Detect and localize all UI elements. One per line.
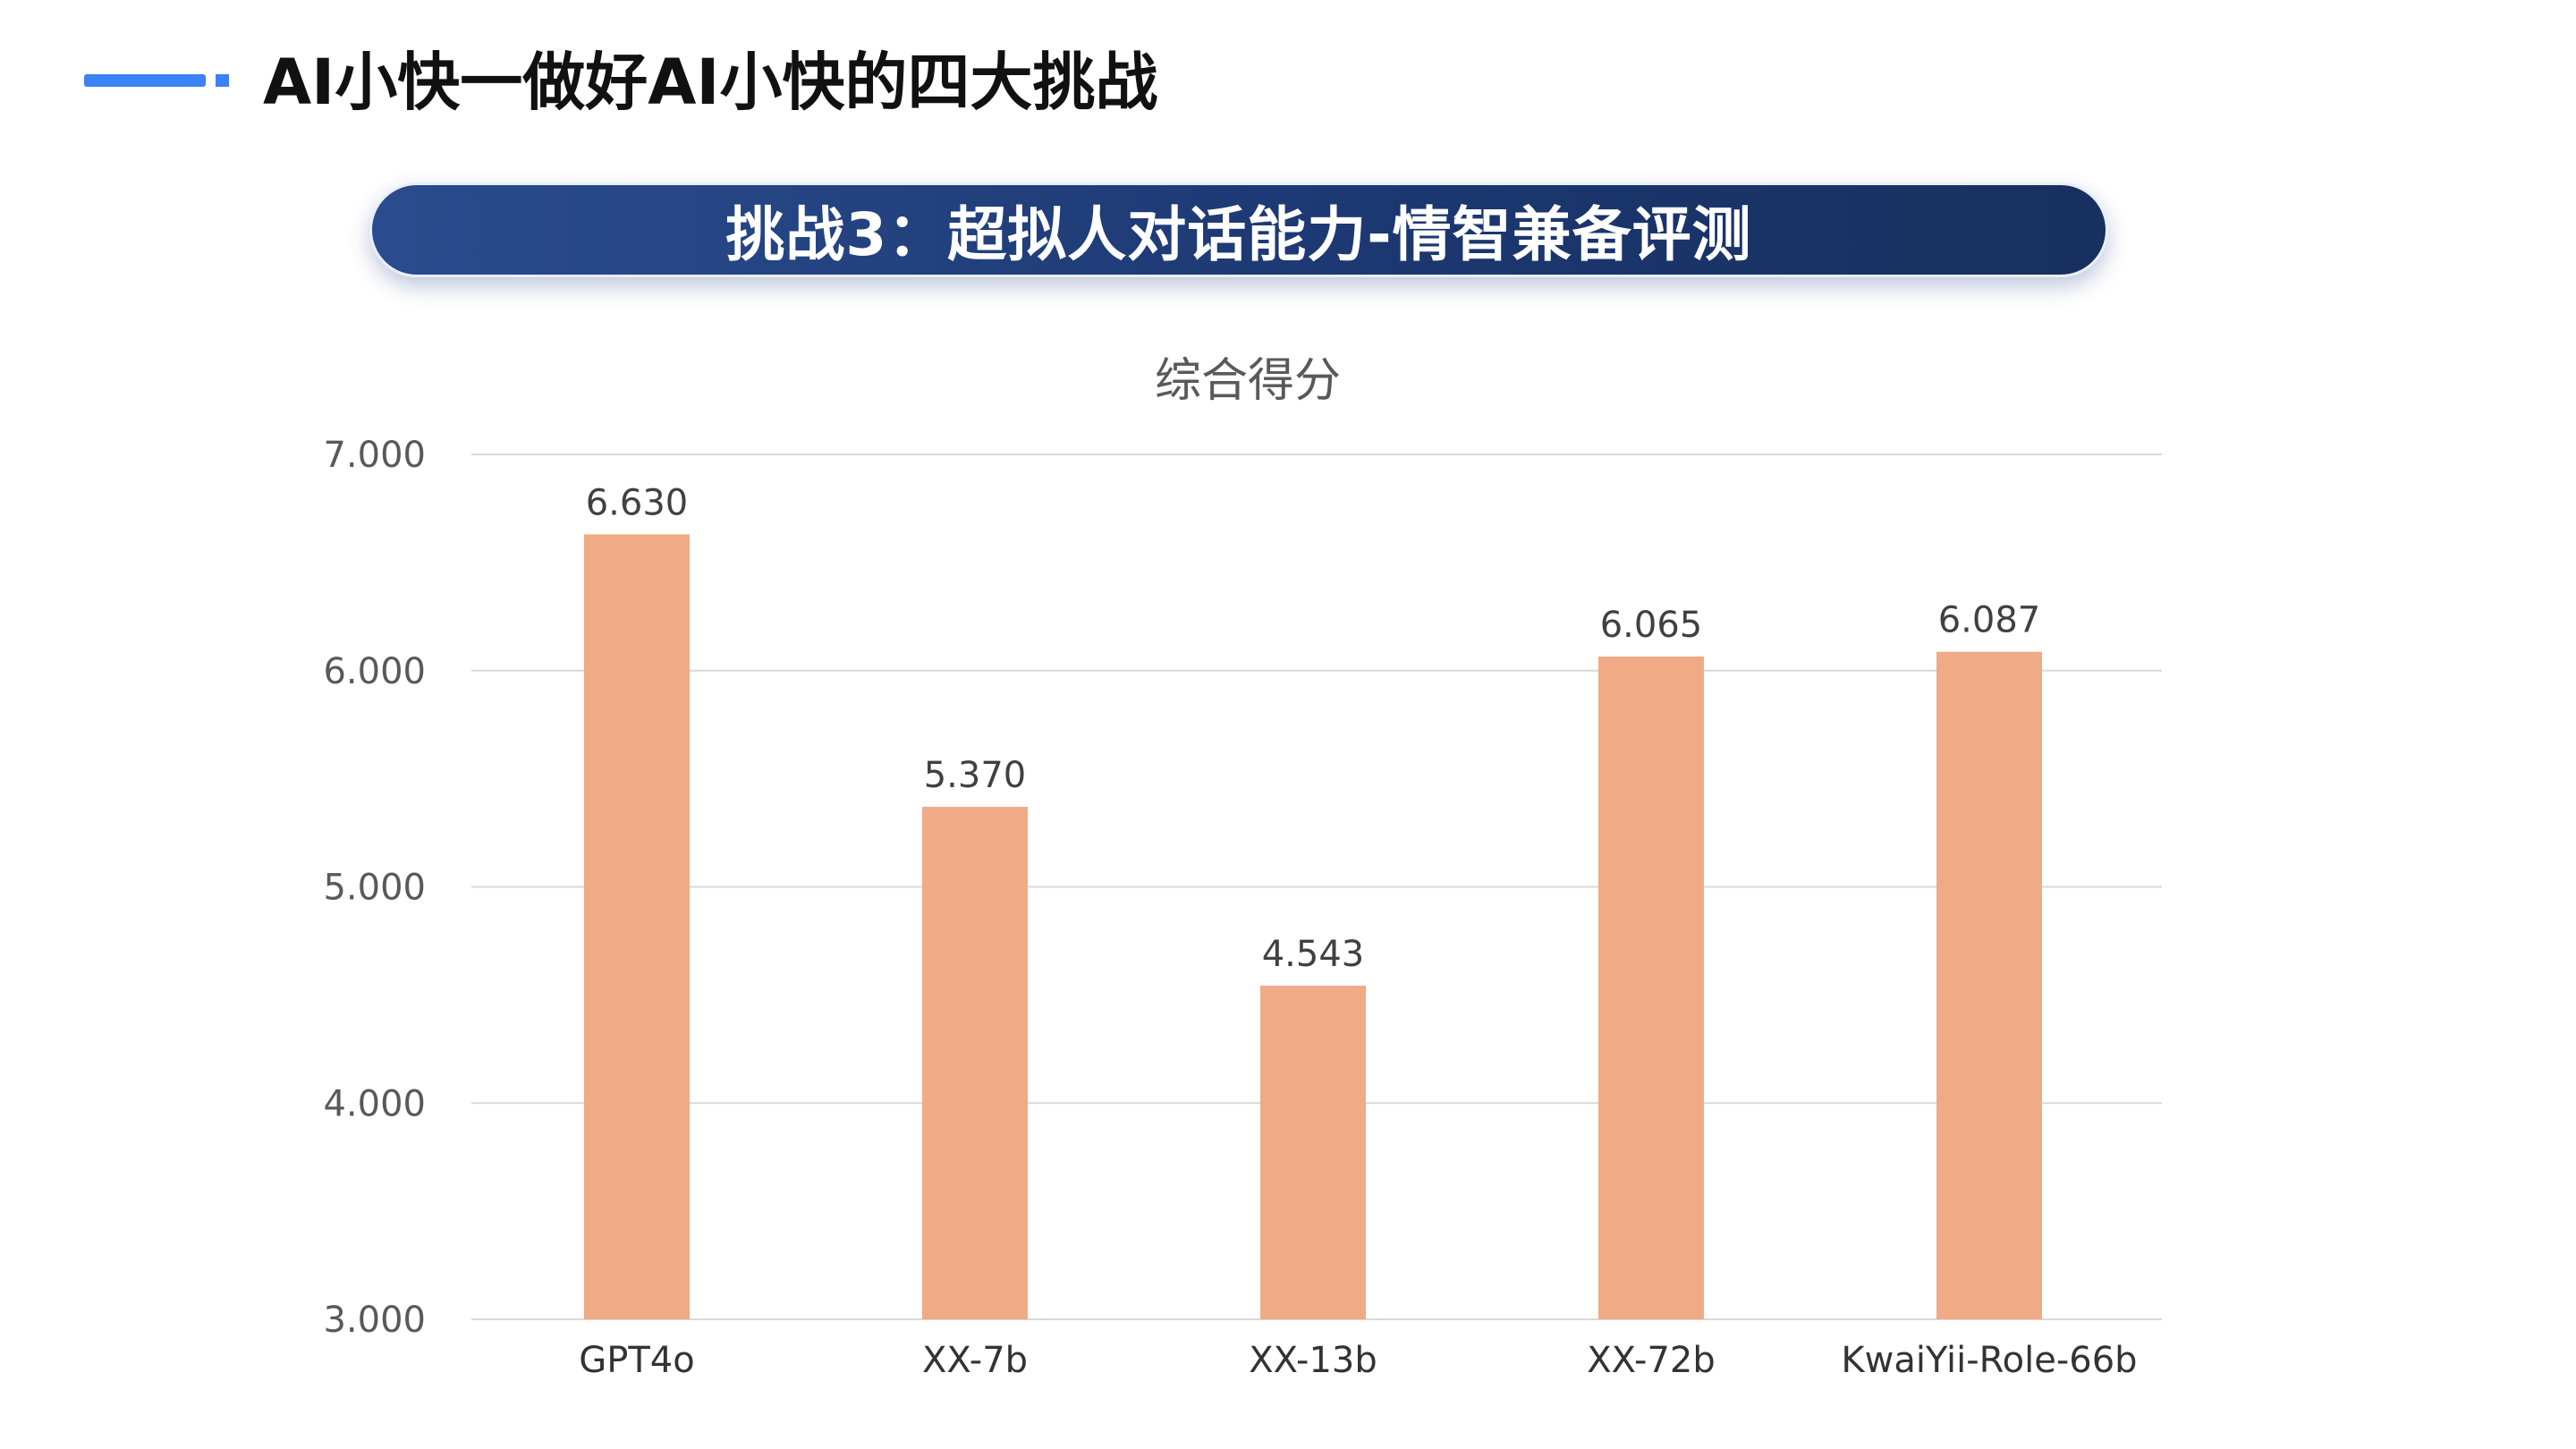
- data-label: 5.370: [924, 755, 1027, 796]
- bar-gpt4o: [584, 534, 690, 1319]
- title-accent-bar: [84, 74, 206, 87]
- chart-title: 综合得分: [1155, 354, 1341, 408]
- bars: [584, 534, 2042, 1319]
- y-tick-label: 4.000: [323, 1083, 426, 1124]
- x-category-label: KwaiYii-Role-66b: [1841, 1340, 2137, 1381]
- data-label: 4.543: [1262, 934, 1365, 975]
- y-tick-label: 3.000: [323, 1300, 426, 1341]
- bar-xx-72b: [1598, 657, 1704, 1319]
- x-category-label: XX-13b: [1249, 1340, 1377, 1381]
- x-axis-categories: GPT4o XX-7b XX-13b XX-72b KwaiYii-Role-66b: [579, 1340, 2137, 1381]
- challenge-banner: 挑战3：超拟人对话能力-情智兼备评测: [369, 182, 2108, 277]
- data-label: 6.065: [1600, 605, 1703, 646]
- challenge-banner-text: 挑战3：超拟人对话能力-情智兼备评测: [725, 200, 1752, 269]
- x-category-label: GPT4o: [579, 1340, 694, 1381]
- gridlines: [471, 453, 2162, 1320]
- y-tick-label: 7.000: [323, 435, 426, 476]
- y-tick-label: 5.000: [323, 868, 426, 909]
- data-label: 6.087: [1938, 600, 2041, 641]
- data-label: 6.630: [586, 482, 689, 523]
- title-accent-dot: [216, 74, 229, 87]
- bar-xx-13b: [1260, 985, 1366, 1319]
- bar-kwaiyii-role-66b: [1936, 651, 2042, 1319]
- slide-title: AI小快一做好AI小快的四大挑战: [263, 46, 1158, 119]
- y-axis-ticks: 3.000 4.000 5.000 6.000 7.000: [323, 435, 426, 1341]
- x-category-label: XX-72b: [1587, 1340, 1716, 1381]
- x-category-label: XX-7b: [922, 1340, 1028, 1381]
- bar-xx-7b: [922, 807, 1028, 1319]
- data-labels: 6.630 5.370 4.543 6.065 6.087: [586, 482, 2041, 975]
- y-tick-label: 6.000: [323, 651, 426, 692]
